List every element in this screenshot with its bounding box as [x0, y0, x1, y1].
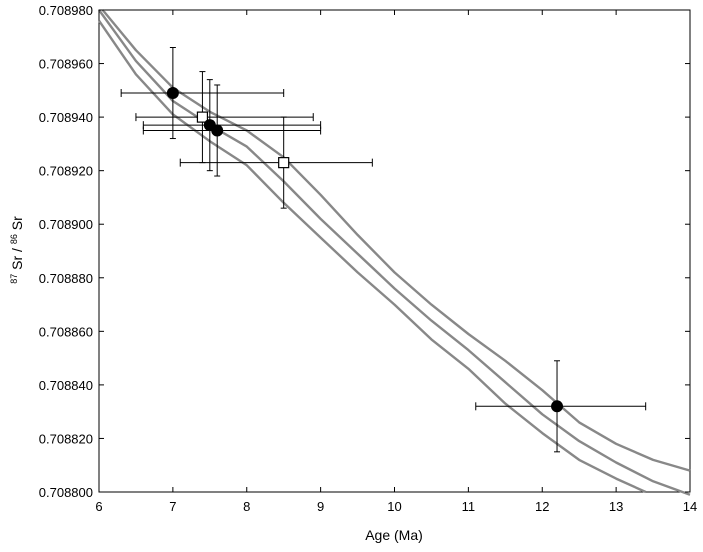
filled-circle-marker — [211, 124, 224, 137]
y-axis: 0.708800 0.708820 0.708840 0.708860 0.708880… — [39, 3, 690, 500]
y-tick-label: 0.708860 — [39, 324, 93, 339]
y-tick-label: 0.708840 — [39, 378, 93, 393]
reference-curve-1 — [101, 9, 691, 472]
y-axis-title: 87 Sr / 86 Sr — [4, 216, 25, 284]
y-tick-label: 0.708980 — [39, 3, 93, 18]
x-tick-label: 9 — [317, 499, 324, 514]
data-point-6 — [475, 360, 647, 453]
y-tick-label: 0.708940 — [39, 110, 93, 125]
y-axis-title-element1: Sr — [9, 255, 25, 269]
open-square-marker — [278, 157, 290, 169]
x-tick-label: 12 — [535, 499, 549, 514]
filled-circle-marker — [551, 400, 564, 413]
y-tick-label: 0.708820 — [39, 431, 93, 446]
open-square-marker — [196, 111, 209, 123]
y-tick-label: 0.708900 — [39, 217, 93, 232]
y-axis-title-mass1: 87 — [9, 274, 19, 284]
x-tick-label: 10 — [387, 499, 401, 514]
data-point-3 — [142, 79, 322, 172]
y-axis-title-mass2: 86 — [9, 234, 19, 244]
x-tick-label: 13 — [609, 499, 623, 514]
x-tick-label: 6 — [95, 499, 102, 514]
y-axis-title-slash: / — [9, 248, 25, 252]
y-axis-title-element2: Sr — [9, 216, 25, 230]
data-point-5 — [179, 116, 373, 209]
data-point-4 — [142, 84, 322, 177]
data-points — [120, 46, 647, 453]
y-tick-label: 0.708920 — [39, 164, 93, 179]
x-axis: 6 7 8 9 10 11 12 13 14 — [95, 10, 697, 514]
plot-area-frame — [98, 9, 691, 493]
y-tick-label: 0.708880 — [39, 271, 93, 286]
x-tick-label: 8 — [243, 499, 250, 514]
x-tick-label: 7 — [169, 499, 176, 514]
y-tick-label: 0.708800 — [39, 485, 93, 500]
y-tick-label: 0.708960 — [39, 57, 93, 72]
x-tick-label: 14 — [683, 499, 697, 514]
x-axis-title: Age (Ma) — [365, 527, 423, 543]
filled-circle-marker — [166, 87, 179, 100]
reference-curve-3 — [98, 20, 647, 494]
x-tick-label: 11 — [462, 499, 476, 514]
